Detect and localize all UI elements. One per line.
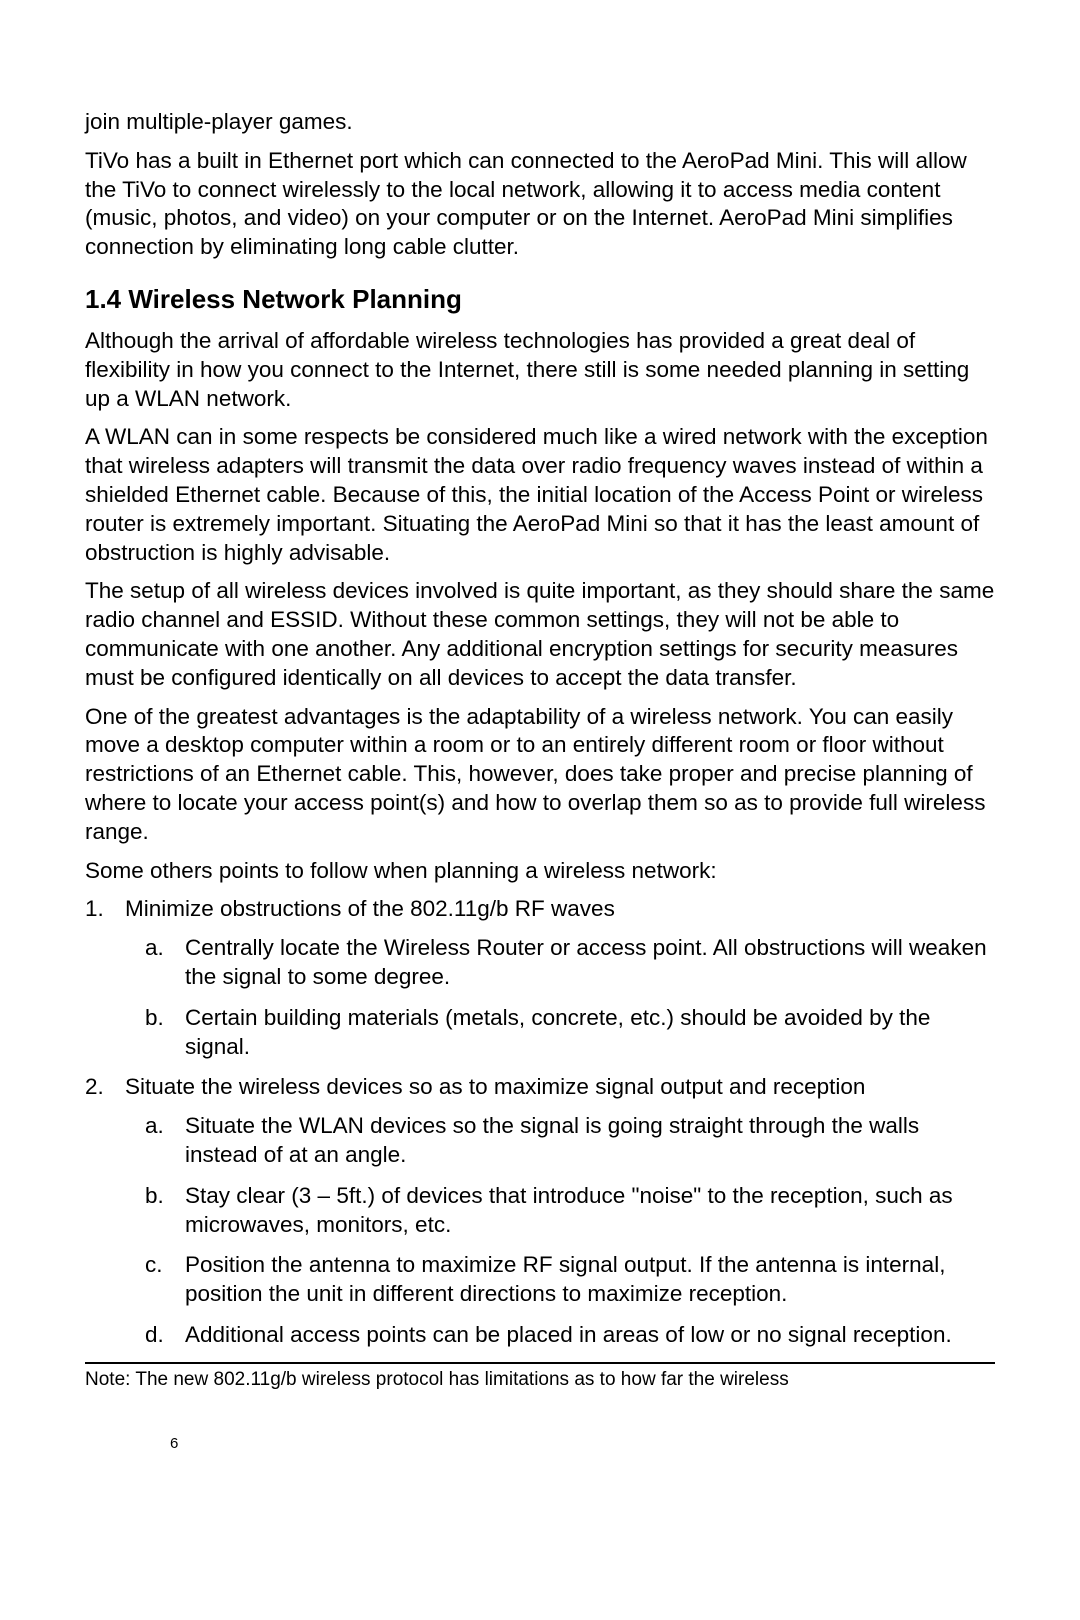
list-text: Additional access points can be placed i…: [185, 1321, 952, 1350]
horizontal-rule: [85, 1362, 995, 1364]
lettered-list-item: b. Certain building materials (metals, c…: [145, 1004, 995, 1062]
list-text: Certain building materials (metals, conc…: [185, 1004, 995, 1062]
list-letter: a.: [145, 1112, 185, 1170]
list-text: Situate the WLAN devices so the signal i…: [185, 1112, 995, 1170]
list-text: Situate the wireless devices so as to ma…: [125, 1073, 865, 1102]
list-letter: c.: [145, 1251, 185, 1309]
footnote-text: Note: The new 802.11g/b wireless protoco…: [85, 1368, 995, 1393]
list-number: 1.: [85, 895, 125, 924]
body-paragraph: Although the arrival of affordable wirel…: [85, 327, 995, 413]
body-paragraph: Some others points to follow when planni…: [85, 857, 995, 886]
page-number: 6: [170, 1435, 178, 1452]
body-paragraph: A WLAN can in some respects be considere…: [85, 423, 995, 567]
body-paragraph: The setup of all wireless devices involv…: [85, 577, 995, 692]
lettered-list-item: d. Additional access points can be place…: [145, 1321, 995, 1350]
sub-list: a. Centrally locate the Wireless Router …: [85, 934, 995, 1061]
body-paragraph: join multiple-player games.: [85, 108, 995, 137]
lettered-list-item: a. Centrally locate the Wireless Router …: [145, 934, 995, 992]
list-number: 2.: [85, 1073, 125, 1102]
numbered-list-item: 1. Minimize obstructions of the 802.11g/…: [85, 895, 995, 924]
list-letter: b.: [145, 1004, 185, 1062]
list-letter: d.: [145, 1321, 185, 1350]
list-text: Centrally locate the Wireless Router or …: [185, 934, 995, 992]
body-paragraph: One of the greatest advantages is the ad…: [85, 703, 995, 847]
list-letter: b.: [145, 1182, 185, 1240]
list-text: Stay clear (3 – 5ft.) of devices that in…: [185, 1182, 995, 1240]
lettered-list-item: b. Stay clear (3 – 5ft.) of devices that…: [145, 1182, 995, 1240]
list-letter: a.: [145, 934, 185, 992]
sub-list: a. Situate the WLAN devices so the signa…: [85, 1112, 995, 1350]
lettered-list-item: c. Position the antenna to maximize RF s…: [145, 1251, 995, 1309]
lettered-list-item: a. Situate the WLAN devices so the signa…: [145, 1112, 995, 1170]
list-text: Position the antenna to maximize RF sign…: [185, 1251, 995, 1309]
numbered-list-item: 2. Situate the wireless devices so as to…: [85, 1073, 995, 1102]
list-text: Minimize obstructions of the 802.11g/b R…: [125, 895, 615, 924]
body-paragraph: TiVo has a built in Ethernet port which …: [85, 147, 995, 262]
section-heading: 1.4 Wireless Network Planning: [85, 284, 995, 315]
page-content: join multiple-player games. TiVo has a b…: [85, 108, 995, 1560]
